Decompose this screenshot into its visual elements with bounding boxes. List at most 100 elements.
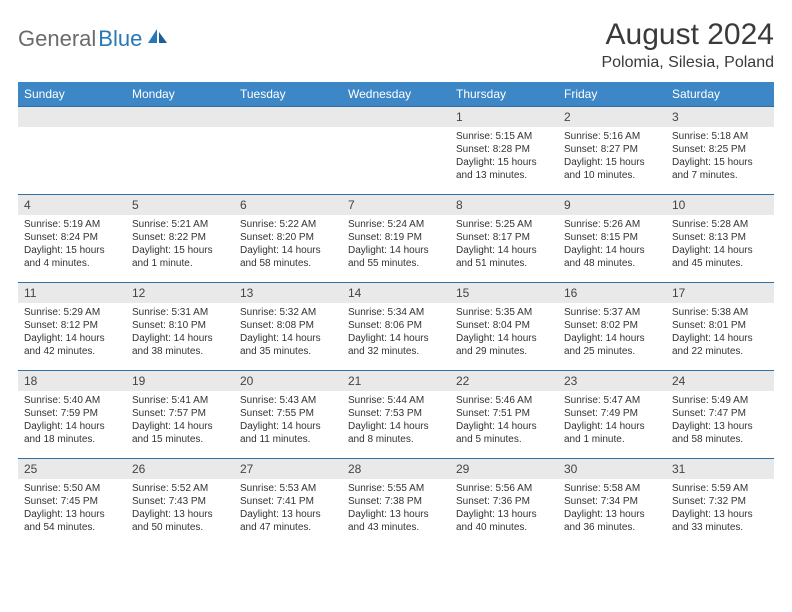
day-data: Sunrise: 5:25 AMSunset: 8:17 PMDaylight:… bbox=[450, 215, 558, 274]
daylight-line: Daylight: 14 hours and 32 minutes. bbox=[348, 332, 444, 358]
day-header: Friday bbox=[558, 82, 666, 107]
day-cell: 17Sunrise: 5:38 AMSunset: 8:01 PMDayligh… bbox=[666, 283, 774, 371]
calendar-page: GeneralBlue August 2024 Polomia, Silesia… bbox=[0, 0, 792, 547]
sunset-line: Sunset: 7:34 PM bbox=[564, 495, 660, 508]
week-row: 1Sunrise: 5:15 AMSunset: 8:28 PMDaylight… bbox=[18, 107, 774, 195]
day-cell: 5Sunrise: 5:21 AMSunset: 8:22 PMDaylight… bbox=[126, 195, 234, 283]
location-text: Polomia, Silesia, Poland bbox=[601, 54, 774, 72]
sunrise-line: Sunrise: 5:44 AM bbox=[348, 394, 444, 407]
day-cell: 11Sunrise: 5:29 AMSunset: 8:12 PMDayligh… bbox=[18, 283, 126, 371]
sunset-line: Sunset: 7:53 PM bbox=[348, 407, 444, 420]
day-cell bbox=[126, 107, 234, 195]
sunset-line: Sunset: 8:22 PM bbox=[132, 231, 228, 244]
day-data: Sunrise: 5:21 AMSunset: 8:22 PMDaylight:… bbox=[126, 215, 234, 274]
sunset-line: Sunset: 7:49 PM bbox=[564, 407, 660, 420]
sunrise-line: Sunrise: 5:16 AM bbox=[564, 130, 660, 143]
day-cell: 10Sunrise: 5:28 AMSunset: 8:13 PMDayligh… bbox=[666, 195, 774, 283]
day-data: Sunrise: 5:53 AMSunset: 7:41 PMDaylight:… bbox=[234, 479, 342, 538]
day-cell: 7Sunrise: 5:24 AMSunset: 8:19 PMDaylight… bbox=[342, 195, 450, 283]
daylight-line: Daylight: 14 hours and 8 minutes. bbox=[348, 420, 444, 446]
sunrise-line: Sunrise: 5:21 AM bbox=[132, 218, 228, 231]
daylight-line: Daylight: 13 hours and 36 minutes. bbox=[564, 508, 660, 534]
sunrise-line: Sunrise: 5:49 AM bbox=[672, 394, 768, 407]
daylight-line: Daylight: 15 hours and 4 minutes. bbox=[24, 244, 120, 270]
daylight-line: Daylight: 15 hours and 1 minute. bbox=[132, 244, 228, 270]
sunset-line: Sunset: 8:04 PM bbox=[456, 319, 552, 332]
day-header: Thursday bbox=[450, 82, 558, 107]
daylight-line: Daylight: 14 hours and 48 minutes. bbox=[564, 244, 660, 270]
sunset-line: Sunset: 8:27 PM bbox=[564, 143, 660, 156]
day-data: Sunrise: 5:50 AMSunset: 7:45 PMDaylight:… bbox=[18, 479, 126, 538]
sunset-line: Sunset: 7:36 PM bbox=[456, 495, 552, 508]
day-header: Sunday bbox=[18, 82, 126, 107]
sunrise-line: Sunrise: 5:18 AM bbox=[672, 130, 768, 143]
day-cell: 15Sunrise: 5:35 AMSunset: 8:04 PMDayligh… bbox=[450, 283, 558, 371]
day-header: Wednesday bbox=[342, 82, 450, 107]
day-header: Monday bbox=[126, 82, 234, 107]
day-data: Sunrise: 5:35 AMSunset: 8:04 PMDaylight:… bbox=[450, 303, 558, 362]
page-header: GeneralBlue August 2024 Polomia, Silesia… bbox=[18, 18, 774, 72]
empty-day-band bbox=[126, 107, 234, 127]
day-cell bbox=[342, 107, 450, 195]
brand-part1: General bbox=[18, 26, 96, 52]
daylight-line: Daylight: 14 hours and 51 minutes. bbox=[456, 244, 552, 270]
daylight-line: Daylight: 14 hours and 11 minutes. bbox=[240, 420, 336, 446]
week-row: 25Sunrise: 5:50 AMSunset: 7:45 PMDayligh… bbox=[18, 459, 774, 547]
sunset-line: Sunset: 8:13 PM bbox=[672, 231, 768, 244]
sunrise-line: Sunrise: 5:41 AM bbox=[132, 394, 228, 407]
sunset-line: Sunset: 8:01 PM bbox=[672, 319, 768, 332]
day-cell: 31Sunrise: 5:59 AMSunset: 7:32 PMDayligh… bbox=[666, 459, 774, 547]
day-data: Sunrise: 5:15 AMSunset: 8:28 PMDaylight:… bbox=[450, 127, 558, 186]
daylight-line: Daylight: 14 hours and 29 minutes. bbox=[456, 332, 552, 358]
day-data: Sunrise: 5:56 AMSunset: 7:36 PMDaylight:… bbox=[450, 479, 558, 538]
sunset-line: Sunset: 7:55 PM bbox=[240, 407, 336, 420]
daylight-line: Daylight: 13 hours and 47 minutes. bbox=[240, 508, 336, 534]
daylight-line: Daylight: 13 hours and 33 minutes. bbox=[672, 508, 768, 534]
day-number: 24 bbox=[666, 371, 774, 391]
day-cell: 3Sunrise: 5:18 AMSunset: 8:25 PMDaylight… bbox=[666, 107, 774, 195]
day-number: 29 bbox=[450, 459, 558, 479]
sunrise-line: Sunrise: 5:56 AM bbox=[456, 482, 552, 495]
day-number: 25 bbox=[18, 459, 126, 479]
day-cell: 29Sunrise: 5:56 AMSunset: 7:36 PMDayligh… bbox=[450, 459, 558, 547]
day-data: Sunrise: 5:52 AMSunset: 7:43 PMDaylight:… bbox=[126, 479, 234, 538]
sunrise-line: Sunrise: 5:25 AM bbox=[456, 218, 552, 231]
daylight-line: Daylight: 14 hours and 25 minutes. bbox=[564, 332, 660, 358]
daylight-line: Daylight: 15 hours and 10 minutes. bbox=[564, 156, 660, 182]
daylight-line: Daylight: 13 hours and 40 minutes. bbox=[456, 508, 552, 534]
sunrise-line: Sunrise: 5:19 AM bbox=[24, 218, 120, 231]
sunrise-line: Sunrise: 5:53 AM bbox=[240, 482, 336, 495]
day-cell: 28Sunrise: 5:55 AMSunset: 7:38 PMDayligh… bbox=[342, 459, 450, 547]
sunset-line: Sunset: 8:17 PM bbox=[456, 231, 552, 244]
sunset-line: Sunset: 8:06 PM bbox=[348, 319, 444, 332]
day-cell: 14Sunrise: 5:34 AMSunset: 8:06 PMDayligh… bbox=[342, 283, 450, 371]
sunset-line: Sunset: 8:08 PM bbox=[240, 319, 336, 332]
day-number: 1 bbox=[450, 107, 558, 127]
day-cell: 26Sunrise: 5:52 AMSunset: 7:43 PMDayligh… bbox=[126, 459, 234, 547]
sunrise-line: Sunrise: 5:43 AM bbox=[240, 394, 336, 407]
day-cell: 20Sunrise: 5:43 AMSunset: 7:55 PMDayligh… bbox=[234, 371, 342, 459]
day-number: 27 bbox=[234, 459, 342, 479]
daylight-line: Daylight: 14 hours and 38 minutes. bbox=[132, 332, 228, 358]
day-data: Sunrise: 5:44 AMSunset: 7:53 PMDaylight:… bbox=[342, 391, 450, 450]
sunset-line: Sunset: 8:15 PM bbox=[564, 231, 660, 244]
day-cell: 25Sunrise: 5:50 AMSunset: 7:45 PMDayligh… bbox=[18, 459, 126, 547]
day-number: 15 bbox=[450, 283, 558, 303]
sunset-line: Sunset: 7:41 PM bbox=[240, 495, 336, 508]
sunrise-line: Sunrise: 5:47 AM bbox=[564, 394, 660, 407]
day-cell: 2Sunrise: 5:16 AMSunset: 8:27 PMDaylight… bbox=[558, 107, 666, 195]
sunrise-line: Sunrise: 5:40 AM bbox=[24, 394, 120, 407]
day-cell bbox=[18, 107, 126, 195]
daylight-line: Daylight: 14 hours and 15 minutes. bbox=[132, 420, 228, 446]
sunrise-line: Sunrise: 5:32 AM bbox=[240, 306, 336, 319]
sunset-line: Sunset: 7:45 PM bbox=[24, 495, 120, 508]
empty-day-band bbox=[234, 107, 342, 127]
day-cell: 1Sunrise: 5:15 AMSunset: 8:28 PMDaylight… bbox=[450, 107, 558, 195]
sunrise-line: Sunrise: 5:24 AM bbox=[348, 218, 444, 231]
daylight-line: Daylight: 13 hours and 43 minutes. bbox=[348, 508, 444, 534]
empty-day-band bbox=[18, 107, 126, 127]
day-data: Sunrise: 5:24 AMSunset: 8:19 PMDaylight:… bbox=[342, 215, 450, 274]
sunrise-line: Sunrise: 5:46 AM bbox=[456, 394, 552, 407]
day-data: Sunrise: 5:34 AMSunset: 8:06 PMDaylight:… bbox=[342, 303, 450, 362]
day-cell: 30Sunrise: 5:58 AMSunset: 7:34 PMDayligh… bbox=[558, 459, 666, 547]
